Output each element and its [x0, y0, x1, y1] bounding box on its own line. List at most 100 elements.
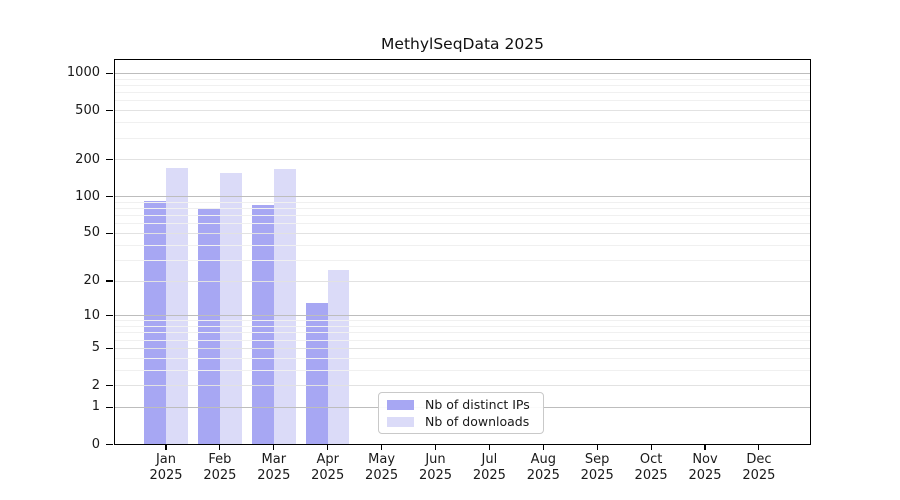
x-tick-label-may: May 2025: [354, 452, 410, 483]
x-label-year: 2025: [311, 467, 345, 483]
x-label-year: 2025: [526, 467, 560, 483]
x-tick-apr: [327, 445, 329, 450]
gridline-2: [114, 385, 811, 386]
x-label-year: 2025: [203, 467, 237, 483]
y-tick-label-500: 500: [75, 102, 100, 118]
y-tick-200: [106, 159, 113, 161]
y-tick-20: [106, 280, 113, 282]
x-tick-label-jun: Jun 2025: [408, 452, 464, 483]
x-tick-jul: [488, 445, 490, 450]
gridline-500: [114, 110, 811, 112]
y-tick-500: [106, 110, 113, 112]
x-label-year: 2025: [742, 467, 776, 483]
x-label-year: 2025: [365, 467, 399, 483]
bar-ips-apr: [305, 302, 328, 445]
x-label-month: Apr: [316, 452, 339, 467]
bar-ips-jan: [144, 200, 166, 445]
x-tick-oct: [650, 445, 652, 450]
x-label-month: Sep: [584, 452, 610, 467]
x-tick-may: [381, 445, 383, 450]
x-tick-label-dec: Dec 2025: [731, 452, 787, 483]
legend: Nb of distinct IPs Nb of downloads: [378, 392, 544, 434]
y-tick-label-20: 20: [83, 273, 100, 288]
legend-item-distinct-ips: Nb of distinct IPs: [387, 397, 535, 412]
gridline-9: [114, 320, 811, 322]
bar-downloads-feb: [219, 172, 242, 445]
x-label-month: Jan: [155, 452, 177, 467]
x-tick-label-apr: Apr 2025: [300, 452, 356, 483]
x-label-year: 2025: [149, 467, 183, 483]
x-label-month: Oct: [639, 452, 663, 467]
x-tick-label-jan: Jan 2025: [138, 452, 194, 483]
x-tick-nov: [704, 445, 706, 450]
x-label-year: 2025: [257, 467, 291, 483]
x-tick-label-feb: Feb 2025: [192, 452, 248, 483]
x-tick-label-jul: Jul 2025: [461, 452, 517, 483]
y-tick-10: [106, 315, 113, 317]
gridline-50: [114, 232, 811, 234]
y-tick-label-200: 200: [75, 151, 100, 167]
bar-downloads-jan: [166, 167, 188, 445]
x-tick-label-nov: Nov 2025: [677, 452, 733, 483]
x-label-year: 2025: [634, 467, 668, 483]
gridline-100: [114, 196, 811, 198]
y-tick-label-1: 1: [91, 399, 100, 415]
x-tick-mar: [273, 445, 275, 450]
legend-label-downloads: Nb of downloads: [425, 414, 530, 429]
gridline-700: [114, 92, 811, 94]
legend-item-downloads: Nb of downloads: [387, 414, 535, 429]
y-tick-50: [106, 232, 113, 234]
y-tick-1: [106, 406, 113, 408]
x-label-month: Jul: [481, 452, 498, 467]
gridline-4: [114, 357, 811, 359]
y-tick-label-100: 100: [75, 188, 100, 204]
gridline-80: [114, 208, 811, 210]
x-tick-label-oct: Oct 2025: [623, 452, 679, 483]
x-tick-label-aug: Aug 2025: [515, 452, 571, 483]
gridline-800: [114, 84, 811, 86]
x-label-year: 2025: [580, 467, 614, 483]
gridline-6: [114, 339, 811, 341]
bar-ips-mar: [252, 205, 274, 445]
gridline-900: [114, 78, 811, 80]
x-label-month: Jun: [425, 452, 446, 467]
bar-downloads-mar: [273, 168, 296, 445]
y-tick-5: [106, 347, 113, 349]
x-tick-aug: [542, 445, 544, 450]
x-label-month: May: [368, 452, 396, 467]
gridline-90: [114, 201, 811, 203]
gridline-3: [114, 369, 811, 371]
gridline-400: [114, 122, 811, 124]
gridline-60: [114, 223, 811, 225]
x-tick-feb: [219, 445, 221, 450]
gridline-200: [114, 159, 811, 161]
gridline-5: [114, 347, 811, 349]
x-tick-sep: [596, 445, 598, 450]
y-tick-label-2: 2: [91, 377, 100, 393]
y-tick-label-0: 0: [91, 436, 100, 452]
x-tick-label-sep: Sep 2025: [569, 452, 625, 483]
gridline-40: [114, 244, 811, 246]
y-tick-1000: [106, 72, 113, 75]
x-label-month: Feb: [208, 452, 232, 467]
gridline-600: [114, 100, 811, 102]
x-label-month: Dec: [746, 452, 772, 467]
y-tick-label-50: 50: [83, 225, 100, 241]
gridline-8: [114, 326, 811, 327]
x-tick-jan: [165, 445, 167, 450]
y-tick-100: [106, 196, 113, 198]
y-tick-label-1000: 1000: [66, 65, 100, 81]
gridline-10: [114, 315, 811, 317]
x-label-year: 2025: [688, 467, 722, 483]
chart-title: MethylSeqData 2025: [381, 35, 544, 53]
y-tick-0: [106, 443, 113, 446]
y-tick-label-5: 5: [91, 340, 100, 356]
y-tick-label-10: 10: [83, 307, 100, 323]
x-label-month: Nov: [692, 452, 718, 467]
gridline-1000: [114, 72, 811, 74]
x-tick-label-mar: Mar 2025: [246, 452, 302, 483]
legend-swatch-distinct-ips: [387, 399, 414, 410]
x-label-month: Mar: [261, 452, 287, 467]
x-label-month: Aug: [530, 452, 556, 467]
